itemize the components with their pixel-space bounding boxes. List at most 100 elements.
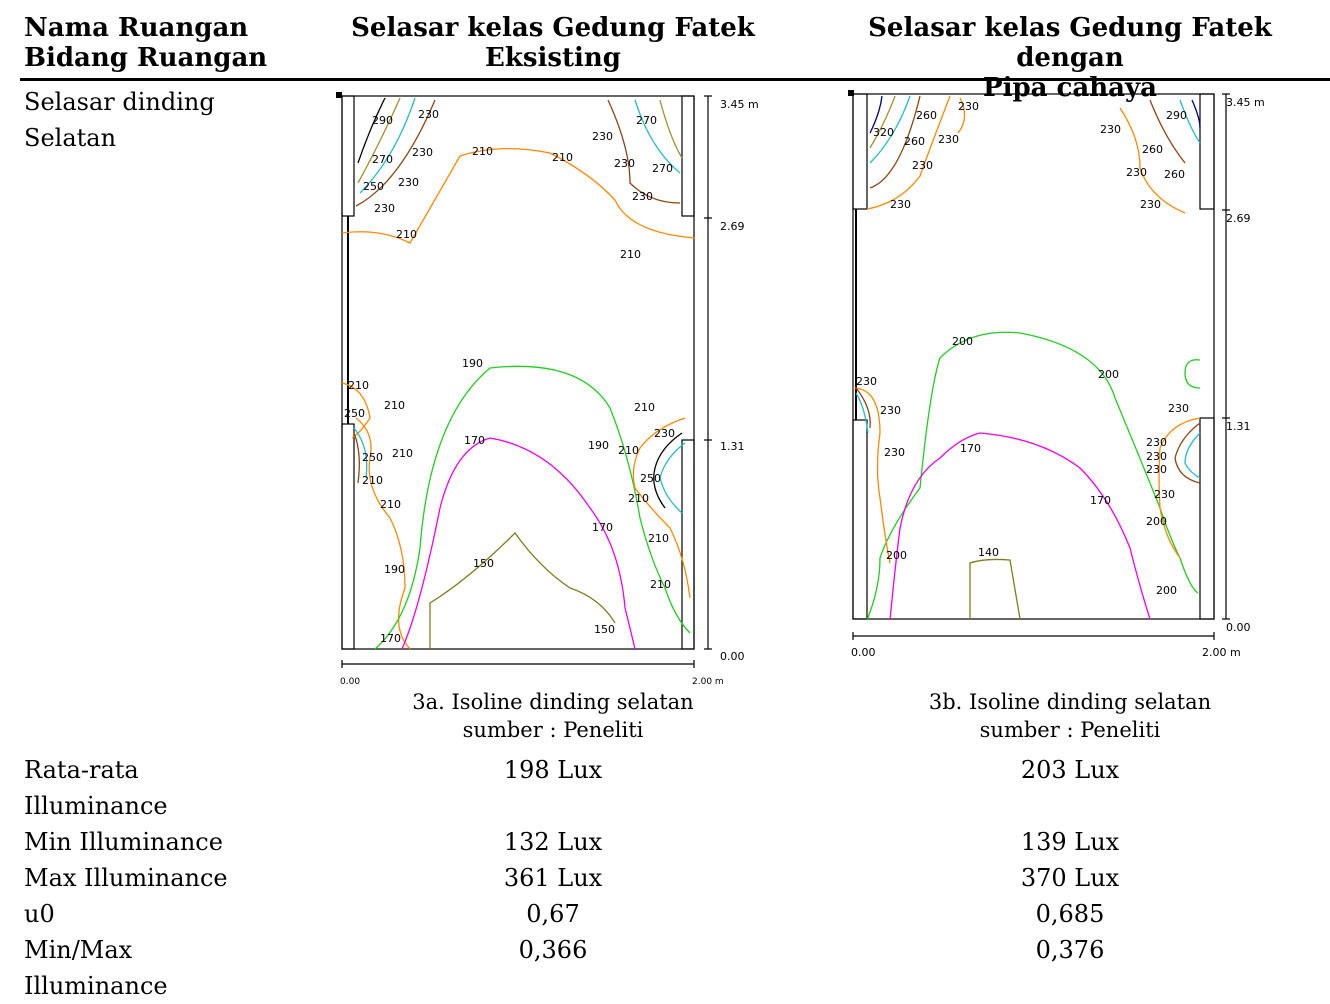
iso-b-label-23: 230 [1154,488,1175,501]
scale-a-y-bottom: 0.00 [720,650,745,663]
iso-a-label-1: 230 [418,108,439,121]
isoline-a-labels: 290 230 270 230 250 230 230 210 210 230 … [344,108,675,645]
scale-b-y-mid1: 2.69 [1226,212,1251,225]
header-rule [20,78,1330,81]
iso-b-label-18: 230 [884,446,905,459]
row-label-3: u0 [24,900,55,928]
iso-b-label-6: 230 [890,198,911,211]
iso-a-label-35: 210 [362,474,383,487]
row-label-2: Max Illuminance [24,864,228,892]
scale-a-y-mid2: 1.31 [720,440,745,453]
iso-b-label-22: 170 [1090,494,1111,507]
caption-a-line2: sumber : Peneliti [462,718,644,742]
header-col3-line1: Selasar kelas Gedung Fatek dengan [868,13,1272,73]
iso-a-label-0: 290 [372,114,393,127]
iso-a-label-5: 230 [398,176,419,189]
header-col2: Selasar kelas Gedung Fatek Eksisting [330,13,776,73]
iso-b-label-4: 230 [938,133,959,146]
iso-a-label-17: 190 [462,357,483,370]
iso-a-label-7: 210 [396,228,417,241]
iso-b-label-24: 230 [1146,450,1167,463]
iso-a-label-10: 270 [636,114,657,127]
iso-a-label-4: 250 [363,180,384,193]
iso-b-label-5: 230 [912,159,933,172]
row-label-4-line1: Min/Max [24,936,133,964]
scale-b-x-left: 0.00 [851,646,876,659]
caption-a-line1: 3a. Isoline dinding selatan [412,690,694,714]
iso-b-label-14: 200 [952,335,973,348]
header-col2-line1: Selasar kelas Gedung Fatek [351,13,755,43]
iso-a-label-21: 170 [464,434,485,447]
iso-b-label-13: 230 [856,375,877,388]
iso-a-label-31: 170 [592,521,613,534]
header-col2-line2: Eksisting [485,43,621,73]
iso-b-label-21: 230 [1146,463,1167,476]
iso-a-label-18: 210 [384,399,405,412]
row-value-a-4: 0,366 [518,936,588,964]
row-value-a-2: 361 Lux [503,864,603,892]
iso-b-label-26: 200 [1146,515,1167,528]
scale-b-y-mid2: 1.31 [1226,420,1251,433]
iso-a-label-14: 210 [552,151,573,164]
iso-b-label-2: 320 [873,126,894,139]
header-col1-line2: Bidang Ruangan [24,43,268,73]
iso-a-label-8: 210 [472,145,493,158]
row-label-1: Min Illuminance [24,828,223,856]
iso-a-label-27: 210 [380,498,401,511]
iso-a-label-20: 250 [344,407,365,420]
row-value-b-3: 0,685 [1035,900,1105,928]
scale-a-y-top: 3.45 m [720,98,759,111]
iso-b-label-10: 230 [1126,166,1147,179]
row-label-0-line1: Rata-rata [24,756,139,784]
iso-b-label-16: 230 [880,404,901,417]
iso-a-label-36: 150 [594,623,615,636]
wall-label-line1: Selasar dinding [24,88,215,116]
iso-a-label-32: 210 [650,578,671,591]
iso-a-label-25: 250 [362,451,383,464]
iso-a-label-9: 230 [592,130,613,143]
iso-a-label-16: 210 [348,379,369,392]
iso-a-label-11: 230 [614,157,635,170]
iso-b-label-12: 230 [1140,198,1161,211]
iso-b-label-17: 230 [1168,402,1189,415]
iso-b-label-8: 230 [1100,123,1121,136]
caption-b-line1: 3b. Isoline dinding selatan [928,690,1212,714]
iso-b-label-28: 200 [1156,584,1177,597]
iso-a-label-12: 270 [652,162,673,175]
iso-a-label-29: 210 [628,492,649,505]
wall-row-label: Selasar dinding Selatan [24,84,324,156]
header-col1-line1: Nama Ruangan [24,13,249,43]
caption-b: 3b. Isoline dinding selatan sumber : Pen… [845,688,1295,744]
iso-b-label-1: 260 [916,109,937,122]
row-value-a-0: 198 Lux [503,756,603,784]
row-label-4-line2: Illuminance [24,972,168,1000]
scale-a-y-mid1: 2.69 [720,220,745,233]
caption-b-line2: sumber : Peneliti [979,718,1161,742]
row-value-a-3: 0,67 [526,900,580,928]
row-label-4: Min/Max Illuminance [24,932,324,1004]
row-value-b-4: 0,376 [1035,936,1105,964]
caption-a: 3a. Isoline dinding selatan sumber : Pen… [330,688,776,744]
isoline-b-labels: 230 260 320 260 230 230 230 290 230 260 … [856,100,1189,597]
iso-b-label-0: 230 [958,100,979,113]
row-label-0: Rata-rata Illuminance [24,752,324,824]
iso-a-label-15: 210 [620,248,641,261]
scale-a-x-right: 2.00 m [692,677,724,687]
iso-b-label-19: 230 [1146,436,1167,449]
row-value-b-0: 203 Lux [1020,756,1120,784]
iso-a-label-33: 190 [384,563,405,576]
iso-b-label-7: 290 [1166,109,1187,122]
isoline-plot-b: 230 260 320 260 230 230 230 290 230 260 … [848,90,1265,659]
iso-b-label-27: 140 [978,546,999,559]
iso-b-label-20: 170 [960,442,981,455]
iso-a-label-28: 250 [640,472,661,485]
iso-a-label-3: 230 [412,146,433,159]
scale-b-y-bottom: 0.00 [1226,621,1251,634]
iso-b-label-3: 260 [904,135,925,148]
iso-a-label-30: 210 [648,532,669,545]
row-value-a-1: 132 Lux [503,828,603,856]
iso-a-label-23: 210 [634,401,655,414]
header-col1: Nama Ruangan Bidang Ruangan [24,13,324,73]
row-value-b-2: 370 Lux [1020,864,1120,892]
row-label-0-line2: Illuminance [24,792,168,820]
